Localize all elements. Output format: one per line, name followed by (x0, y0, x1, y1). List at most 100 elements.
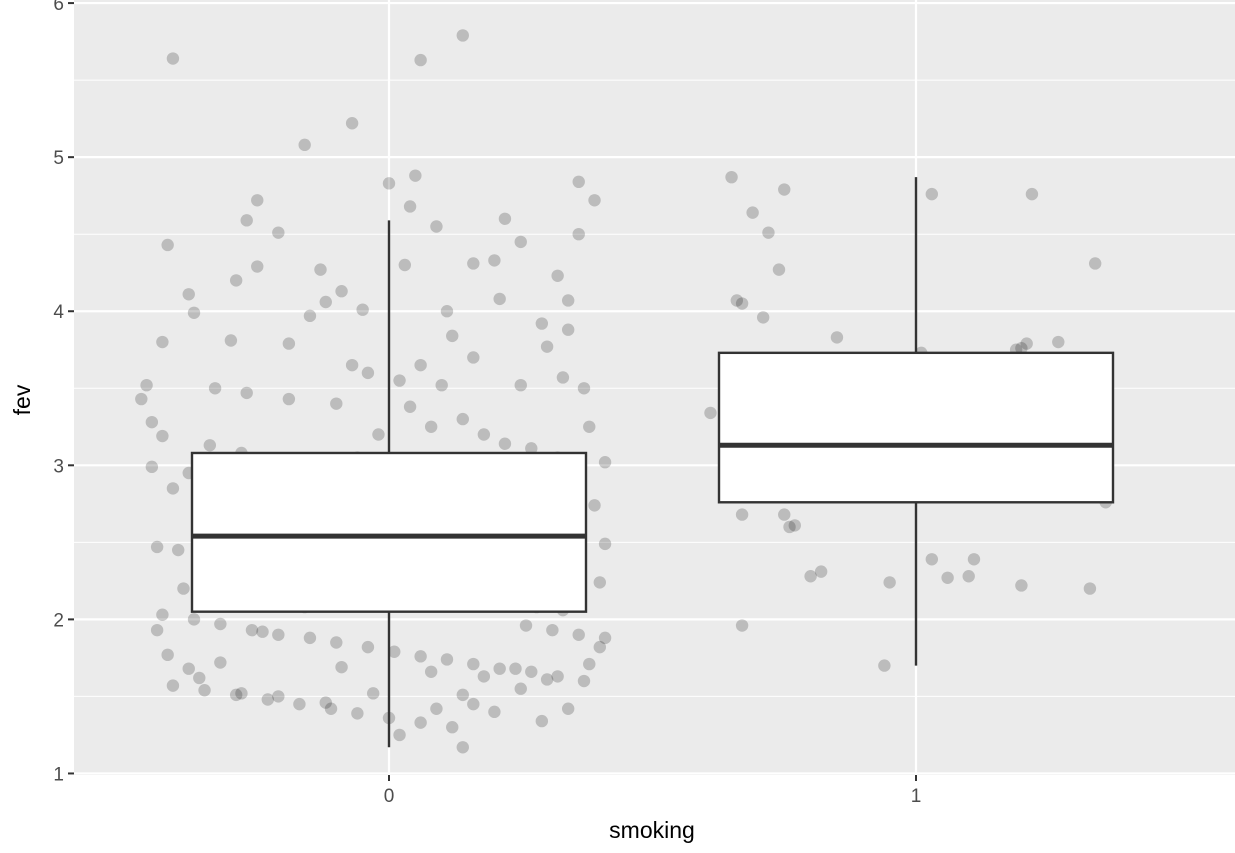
data-point (1052, 335, 1065, 349)
data-point (588, 194, 601, 207)
data-point (778, 183, 791, 196)
y-tick-label: 1 (53, 764, 64, 785)
data-point (525, 442, 538, 455)
data-point (883, 576, 896, 589)
data-point (1020, 337, 1033, 350)
data-point (941, 571, 954, 584)
data-point (583, 657, 596, 671)
data-point (561, 702, 575, 715)
data-point (345, 117, 359, 130)
data-point (335, 660, 348, 674)
data-point (150, 623, 164, 637)
data-point (240, 386, 253, 400)
data-point (303, 309, 317, 323)
data-point (372, 428, 385, 441)
data-point (409, 169, 422, 182)
data-point (772, 263, 786, 276)
data-point (161, 648, 174, 662)
data-point (140, 378, 153, 392)
data-point (572, 227, 585, 241)
data-point (261, 693, 274, 706)
data-point (388, 645, 401, 658)
data-point (556, 371, 570, 384)
data-point (361, 640, 375, 654)
data-point (282, 337, 296, 350)
data-point (456, 412, 469, 426)
data-point (804, 570, 817, 583)
data-point (235, 687, 248, 700)
y-tick-label: 6 (53, 0, 64, 15)
data-point (156, 335, 169, 349)
data-point (477, 428, 491, 441)
boxplots (190, 177, 1115, 748)
data-point (456, 29, 469, 42)
data-point (488, 705, 501, 719)
data-point (967, 553, 981, 566)
data-point (730, 294, 744, 307)
data-point (598, 456, 612, 469)
data-point (214, 617, 227, 631)
data-point (535, 317, 549, 330)
data-point (135, 392, 148, 406)
data-point (540, 673, 554, 686)
box-group-1 (717, 177, 1115, 666)
data-point (182, 662, 195, 675)
data-point (446, 721, 459, 734)
data-point (240, 214, 253, 227)
data-point (424, 420, 438, 433)
data-point (430, 220, 443, 233)
data-point (214, 656, 227, 669)
data-point (251, 260, 264, 273)
data-point (488, 254, 501, 267)
data-point (272, 690, 285, 703)
data-point (788, 519, 801, 532)
box-iqr (190, 451, 588, 613)
y-axis: 1 2 3 4 5 6 (53, 0, 74, 785)
data-point (182, 288, 195, 301)
data-point (251, 194, 264, 207)
data-point (393, 374, 406, 387)
data-point (145, 460, 159, 474)
y-tick-label: 3 (53, 456, 64, 477)
data-point (403, 400, 417, 413)
data-point (414, 358, 427, 372)
data-point (187, 613, 201, 626)
data-point (403, 200, 417, 213)
box-group-0 (190, 220, 588, 748)
data-point (577, 382, 591, 395)
data-point (783, 520, 796, 534)
data-point (224, 334, 238, 347)
data-point (229, 274, 243, 287)
data-point (440, 653, 454, 666)
data-point (145, 415, 159, 429)
data-point (456, 688, 469, 702)
data-point (1083, 582, 1097, 595)
data-point (177, 582, 190, 595)
data-point (519, 619, 533, 632)
x-axis-title: smoking (609, 817, 695, 843)
data-point (509, 662, 522, 675)
data-point (414, 53, 427, 67)
data-point (467, 657, 480, 671)
data-point (814, 565, 828, 578)
data-point (245, 623, 259, 637)
data-point (208, 382, 222, 395)
data-point (756, 311, 770, 324)
data-point (746, 206, 759, 219)
data-point (735, 619, 749, 632)
data-point (298, 138, 311, 152)
data-point (361, 366, 375, 380)
data-point (446, 329, 459, 343)
x-tick-label: 1 (911, 786, 922, 807)
data-point (414, 716, 427, 729)
data-point (467, 257, 480, 270)
data-point (498, 212, 512, 225)
data-point (598, 537, 612, 551)
data-point (330, 397, 343, 410)
data-point (546, 623, 559, 637)
data-point (540, 340, 554, 353)
data-point (282, 392, 296, 406)
data-point (293, 697, 306, 711)
data-point (1025, 187, 1039, 201)
